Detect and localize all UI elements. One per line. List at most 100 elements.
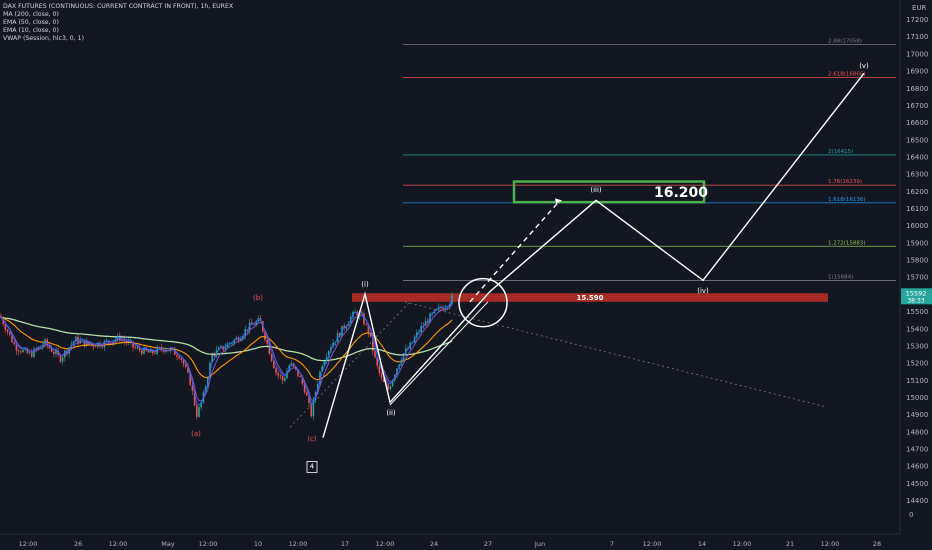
candle-body — [277, 372, 279, 376]
x-tick-label: 12:00 — [643, 540, 662, 548]
candle-body — [59, 354, 62, 362]
candle-body — [79, 340, 81, 344]
candle-body — [442, 308, 444, 310]
target-box[interactable] — [512, 180, 706, 204]
y-tick-label: 15000 — [906, 394, 928, 402]
candle-body — [37, 347, 40, 350]
x-tick-label: 12:00 — [19, 540, 38, 548]
candle-body — [290, 363, 293, 366]
candle-body — [143, 347, 145, 354]
candle-body — [53, 351, 55, 354]
y-tick-label: 16800 — [906, 85, 928, 93]
y-tick-label: 16700 — [906, 102, 928, 110]
candle-body — [42, 345, 44, 347]
candle-body — [116, 335, 119, 340]
fib-level-label: 2(16415) — [828, 149, 853, 155]
candle-body — [356, 311, 359, 317]
y-tick-label: 15100 — [906, 377, 928, 385]
wave-label: (iii) — [590, 186, 602, 194]
candle-body — [343, 325, 345, 329]
y-tick-label: 17200 — [906, 16, 928, 24]
x-tick-label: 10 — [254, 540, 262, 548]
candle-body — [176, 354, 178, 357]
candle-body — [141, 350, 143, 354]
candle-body — [345, 326, 348, 329]
candle-body — [218, 347, 220, 351]
candle-body — [26, 348, 29, 354]
candle-body — [372, 336, 374, 351]
candle-body — [198, 407, 200, 417]
candle-body — [193, 390, 196, 406]
wave-label: 4 — [310, 462, 315, 470]
candle-body — [361, 313, 363, 314]
candle-body — [438, 307, 440, 310]
candle-body — [44, 339, 46, 346]
candle-body — [389, 386, 392, 390]
candle-body — [211, 354, 213, 363]
y-tick-label: 16400 — [906, 153, 928, 161]
y-tick-label: 14900 — [906, 411, 928, 419]
candle-body — [160, 347, 163, 350]
wave-label: (v) — [859, 62, 869, 70]
candle-body — [61, 357, 64, 362]
y-tick-label: 14700 — [906, 446, 928, 454]
elliott-wave-path[interactable] — [322, 72, 865, 438]
y-tick-label: 17100 — [906, 33, 928, 41]
candle-body — [235, 337, 238, 340]
candle-body — [440, 307, 442, 309]
candle-body — [387, 384, 389, 390]
candle-body — [255, 321, 257, 326]
candle-body — [6, 329, 9, 332]
candle-body — [196, 405, 198, 417]
candle-body — [4, 324, 7, 330]
candle-body — [264, 331, 266, 341]
y-tick-label: 16100 — [906, 205, 928, 213]
x-tick-label: 12:00 — [733, 540, 752, 548]
candle-body — [376, 357, 378, 366]
y-tick-label: 16900 — [906, 68, 928, 76]
current-price-value: 15592 — [906, 289, 927, 297]
candle-body — [191, 385, 194, 391]
fib-level-label: 1(15684) — [828, 274, 853, 280]
candle-body — [363, 313, 365, 325]
candle-body — [303, 383, 306, 393]
x-tick-label: 27 — [484, 540, 492, 548]
candle-body — [275, 368, 277, 373]
candle-body — [50, 347, 53, 352]
candle-body — [325, 357, 328, 362]
indicator-ma200: MA (200, close, 0) — [3, 11, 59, 18]
candle-body — [284, 378, 286, 381]
y-tick-label: 15200 — [906, 360, 928, 368]
candle-body — [39, 346, 42, 348]
candle-body — [17, 350, 20, 352]
candle-body — [257, 318, 260, 322]
candle-body — [248, 322, 251, 332]
candle-body — [200, 402, 202, 408]
candle-body — [182, 359, 185, 365]
indicator-ema10: EMA (10, close, 0) — [3, 27, 59, 34]
wave-label: (i) — [361, 280, 369, 288]
candle-body — [108, 340, 110, 343]
y-tick-label: 16200 — [906, 188, 928, 196]
candle-body — [55, 350, 57, 354]
support-zone[interactable] — [352, 293, 828, 302]
candle-body — [306, 392, 308, 396]
candle-body — [365, 324, 367, 325]
breakout-circle[interactable] — [458, 277, 508, 328]
y-tick-label: 16000 — [906, 222, 928, 230]
candle-body — [149, 349, 152, 353]
fib-level-label: 1.76(16239) — [828, 179, 862, 185]
candle-body — [449, 303, 451, 308]
candle-body — [405, 348, 407, 354]
candle-body — [11, 334, 13, 343]
candle-body — [86, 341, 88, 347]
x-tick-label: 14 — [698, 540, 706, 548]
y-tick-label: 15500 — [906, 308, 928, 316]
candle-body — [446, 307, 449, 309]
candle-body — [319, 371, 321, 385]
candle-body — [347, 323, 350, 327]
candle-body — [374, 350, 376, 358]
candle-body — [321, 366, 323, 372]
